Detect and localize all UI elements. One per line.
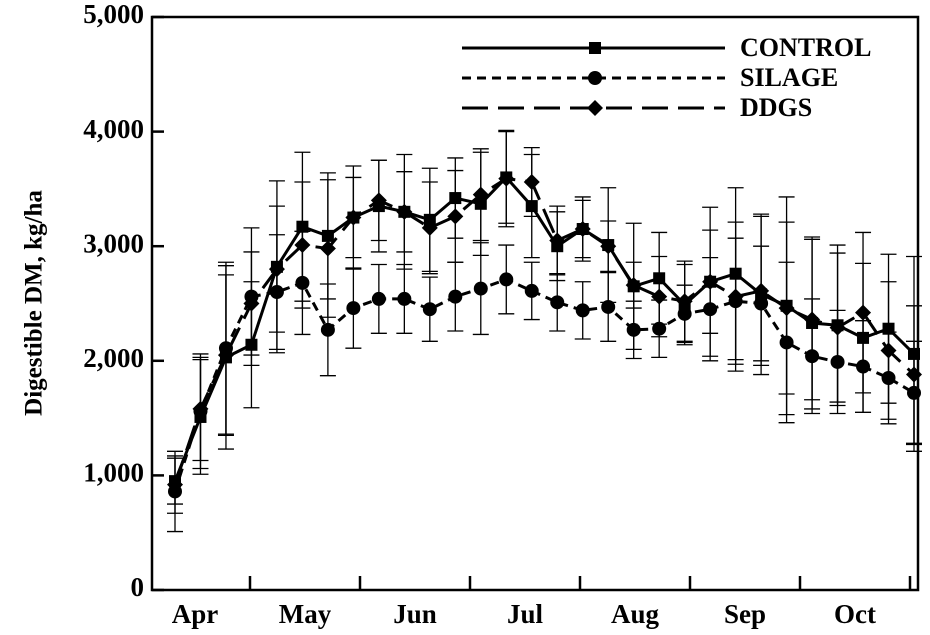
legend-marker bbox=[587, 100, 603, 116]
point bbox=[549, 232, 566, 249]
y-tick-label: 2,000 bbox=[83, 343, 144, 373]
point bbox=[880, 342, 897, 359]
legend-label: DDGS bbox=[740, 93, 812, 122]
point bbox=[167, 476, 183, 493]
legend-label: SILAGE bbox=[740, 63, 838, 92]
y-tick-label: 5,000 bbox=[83, 0, 144, 29]
legend-marker bbox=[589, 42, 601, 54]
point bbox=[421, 219, 438, 236]
x-tick-label: Jul bbox=[507, 599, 544, 629]
point bbox=[753, 282, 770, 299]
point bbox=[243, 295, 260, 312]
legend-label: CONTROL bbox=[740, 33, 871, 62]
point bbox=[473, 281, 488, 296]
point bbox=[294, 237, 311, 254]
point bbox=[346, 301, 361, 316]
point bbox=[575, 303, 590, 318]
point bbox=[472, 186, 489, 203]
point bbox=[370, 192, 387, 209]
point bbox=[804, 311, 821, 328]
series-line bbox=[173, 277, 915, 492]
point bbox=[778, 300, 795, 317]
y-tick-label: 3,000 bbox=[83, 228, 144, 258]
point bbox=[855, 304, 872, 321]
point bbox=[319, 240, 336, 257]
point bbox=[523, 174, 540, 191]
x-tick-label: Aug bbox=[611, 599, 660, 629]
axis-frame bbox=[150, 15, 920, 592]
point bbox=[447, 208, 464, 225]
y-tick-label: 1,000 bbox=[83, 458, 144, 488]
point bbox=[396, 203, 413, 220]
point bbox=[498, 170, 515, 187]
point bbox=[829, 319, 846, 336]
series-line bbox=[173, 175, 916, 482]
point bbox=[626, 322, 641, 337]
point bbox=[601, 299, 616, 314]
x-tick-label: Oct bbox=[834, 599, 876, 629]
point bbox=[906, 366, 922, 383]
point bbox=[574, 221, 591, 238]
point bbox=[320, 322, 335, 337]
point bbox=[217, 347, 234, 364]
x-tick-label: Jun bbox=[393, 599, 437, 629]
x-tick-label: Apr bbox=[172, 599, 219, 629]
point bbox=[524, 283, 539, 298]
point bbox=[397, 291, 412, 306]
point bbox=[268, 261, 285, 278]
x-tick-label: May bbox=[279, 599, 332, 629]
point bbox=[345, 209, 362, 226]
x-tick-label: Sep bbox=[724, 599, 766, 629]
point bbox=[727, 288, 744, 305]
y-tick-label: 0 bbox=[131, 572, 145, 602]
series bbox=[167, 129, 922, 514]
point bbox=[702, 273, 719, 290]
point bbox=[371, 291, 386, 306]
series-line bbox=[173, 177, 916, 486]
point bbox=[600, 238, 617, 255]
point bbox=[499, 272, 514, 287]
point bbox=[422, 302, 437, 317]
point bbox=[625, 277, 642, 294]
point bbox=[550, 295, 565, 310]
legend-marker bbox=[588, 71, 602, 85]
point bbox=[676, 293, 693, 310]
point bbox=[651, 288, 668, 305]
point bbox=[192, 400, 209, 417]
point bbox=[448, 289, 463, 304]
y-tick-label: 4,000 bbox=[83, 114, 144, 144]
y-axis-label: Digestible DM, kg/ha bbox=[21, 190, 48, 416]
